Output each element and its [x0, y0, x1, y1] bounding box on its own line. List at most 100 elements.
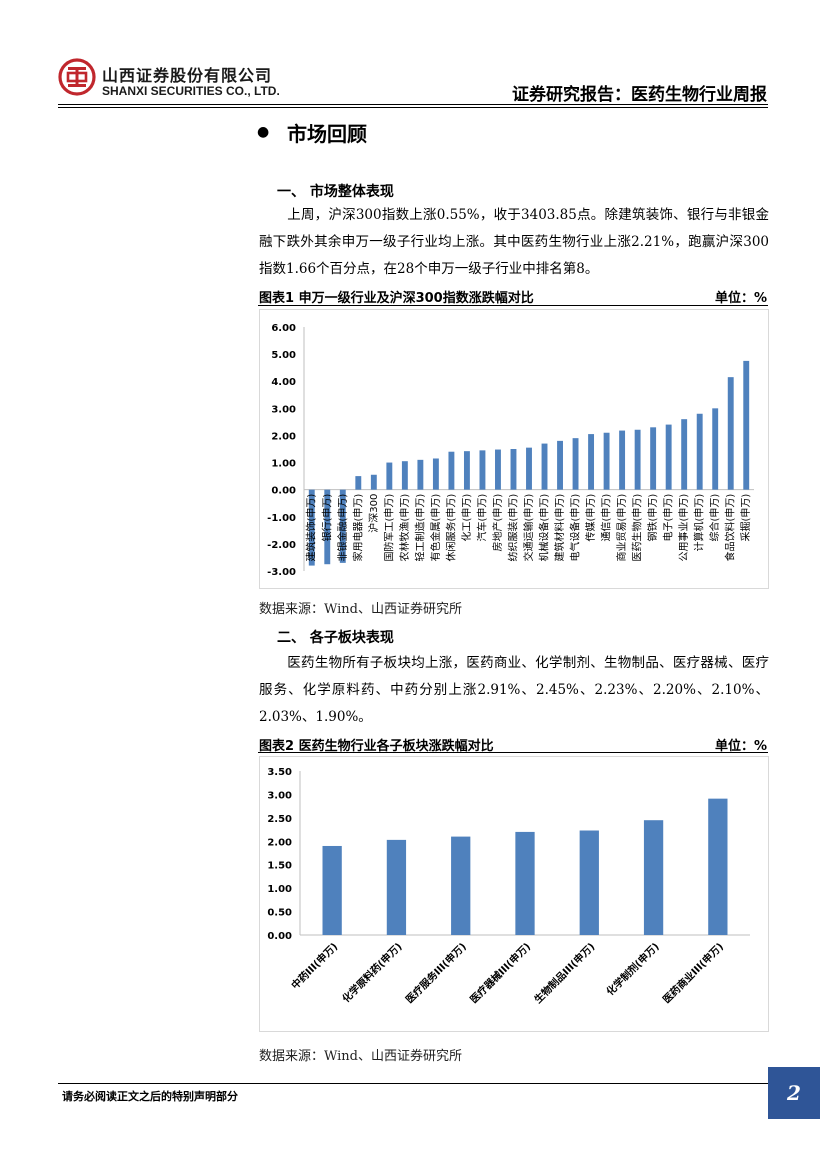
x-tick-label: 传媒(申万) — [584, 494, 597, 542]
bar — [634, 429, 641, 490]
y-tick-label: 0.00 — [267, 931, 292, 942]
x-tick-label: 电子(申万) — [662, 494, 675, 542]
y-tick-label: 0.50 — [267, 908, 292, 919]
x-tick-label: 建筑装饰(申万) — [305, 494, 318, 562]
y-tick-label: 1.00 — [267, 884, 292, 895]
fig1-unit: 单位：% — [714, 291, 767, 306]
x-tick-label: 钢铁(申万) — [646, 494, 659, 542]
x-tick-label: 医药商业III(申万) — [660, 940, 726, 1006]
x-tick-label: 综合(申万) — [708, 494, 721, 542]
bar — [339, 489, 346, 563]
y-tick-label: 1.00 — [271, 459, 296, 470]
fig1-caption-rule — [258, 305, 768, 306]
x-tick-label: 中药III(申万) — [288, 940, 340, 992]
bar — [696, 413, 703, 490]
bar — [432, 458, 439, 490]
x-tick-label: 汽车(申万) — [475, 494, 488, 542]
bar — [619, 430, 626, 490]
bar — [681, 419, 688, 490]
fig2-chart-frame: 3.50 3.00 2.50 2.00 1.50 1.00 0.50 0.00 中药III(申万… — [259, 756, 769, 1032]
fig2-caption-rule — [258, 752, 768, 753]
report-title: 证券研究报告：医药生物行业周报 — [512, 85, 767, 105]
bar — [526, 447, 532, 490]
y-tick-label: 3.50 — [267, 767, 292, 778]
bar — [510, 449, 517, 490]
y-tick-label: -3.00 — [267, 567, 296, 578]
bar — [386, 462, 393, 490]
page-number: 2 — [768, 1067, 820, 1119]
x-tick-label: 化学制剂(申万) — [604, 940, 662, 998]
bar — [324, 489, 331, 565]
bar — [401, 461, 408, 490]
fig1-source: 数据来源：Wind、山西证券研究所 — [259, 602, 462, 617]
y-tick-label: 3.00 — [267, 790, 292, 801]
fig2-unit: 单位：% — [714, 739, 767, 754]
fig1-chart: 6.00 5.00 4.00 3.00 2.00 1.00 0.00 -1.00 -2.00 -3… — [267, 323, 754, 578]
y-tick-label: 4.00 — [271, 377, 296, 388]
bar — [308, 489, 315, 566]
x-tick-label: 化学原料药(申万) — [339, 940, 404, 1005]
x-tick-label: 医药生物(申万) — [631, 494, 644, 562]
x-tick-label: 计算机(申万) — [693, 494, 706, 552]
bar — [708, 798, 728, 935]
y-tick-label: -2.00 — [267, 540, 296, 551]
x-tick-label: 采掘(申万) — [739, 494, 752, 542]
fig1-caption: 图表1 申万一级行业及沪深300指数涨跌幅对比 — [259, 291, 534, 306]
footer-disclaimer: 请务必阅读正文之后的特别声明部分 — [62, 1090, 238, 1103]
sub1-heading: 一、 市场整体表现 — [277, 184, 394, 200]
fig2-caption: 图表2 医药生物行业各子板块涨跌幅对比 — [259, 739, 494, 754]
footer-rule — [58, 1083, 768, 1084]
y-tick-label: 6.00 — [271, 323, 296, 334]
bar — [479, 450, 486, 490]
sub1-paragraph-text: 上周，沪深300指数上涨0.55%，收于3403.85点。除建筑装饰、银行与非银… — [259, 207, 769, 277]
sub2-paragraph: 医药生物所有子板块均上涨，医药商业、化学制剂、生物制品、医疗器械、医疗服务、化学… — [259, 650, 769, 731]
y-tick-label: -1.00 — [267, 513, 296, 524]
sub2-paragraph-text: 医药生物所有子板块均上涨，医药商业、化学制剂、生物制品、医疗器械、医疗服务、化学… — [259, 655, 769, 725]
header-rule-thin — [58, 107, 768, 108]
bar — [386, 839, 407, 935]
logo-mark-icon — [58, 58, 96, 96]
x-tick-label: 房地产(申万) — [491, 494, 504, 552]
x-tick-label: 食品饮料(申万) — [724, 494, 737, 562]
bar — [603, 432, 610, 490]
y-tick-label: 5.00 — [271, 350, 296, 361]
bar — [665, 424, 672, 490]
bar — [650, 427, 657, 490]
company-name-cn: 山西证券股份有限公司 — [102, 66, 273, 85]
bar — [727, 377, 734, 490]
bar — [355, 476, 362, 490]
bar — [572, 438, 579, 490]
x-tick-label: 建筑材料(申万) — [553, 494, 566, 562]
x-tick-label: 轻工制造(申万) — [413, 494, 426, 562]
x-tick-label: 医疗服务III(申万) — [403, 940, 469, 1006]
y-tick-label: 3.00 — [271, 404, 296, 415]
x-tick-label: 国防军工(申万) — [382, 494, 395, 562]
bar — [495, 449, 501, 490]
bar — [588, 434, 595, 490]
fig1-chart-frame: 6.00 5.00 4.00 3.00 2.00 1.00 0.00 -1.00 -2.00 -3… — [259, 309, 769, 589]
x-tick-label: 通信(申万) — [600, 494, 613, 542]
x-tick-label: 交通运输(申万) — [522, 494, 535, 562]
bar — [448, 451, 455, 490]
bar — [370, 474, 377, 490]
bar — [417, 459, 424, 490]
bar — [451, 836, 471, 935]
company-name-en: SHANXI SECURITIES CO., LTD. — [102, 84, 280, 98]
bar — [557, 440, 563, 490]
fig2-chart: 3.50 3.00 2.50 2.00 1.50 1.00 0.50 0.00中药III(申万… — [267, 767, 750, 1006]
x-tick-label: 商业贸易(申万) — [615, 494, 628, 562]
x-tick-label: 生物制品III(申万) — [531, 940, 597, 1006]
sub1-paragraph: 上周，沪深300指数上涨0.55%，收于3403.85点。除建筑装饰、银行与非银… — [259, 202, 769, 283]
bar — [712, 408, 719, 490]
x-tick-label: 休闲服务(申万) — [444, 494, 457, 562]
x-tick-label: 沪深300 — [367, 494, 380, 533]
y-tick-label: 1.50 — [267, 861, 292, 872]
x-tick-label: 公用事业(申万) — [677, 494, 690, 562]
y-tick-label: 0.00 — [271, 486, 296, 497]
fig2-source: 数据来源：Wind、山西证券研究所 — [259, 1049, 462, 1064]
y-tick-label: 2.00 — [267, 837, 292, 848]
bar — [463, 451, 470, 490]
x-tick-label: 电气设备(申万) — [569, 494, 582, 562]
sub2-heading: 二、 各子板块表现 — [277, 630, 394, 646]
x-tick-label: 非银金融(申万) — [336, 494, 349, 562]
